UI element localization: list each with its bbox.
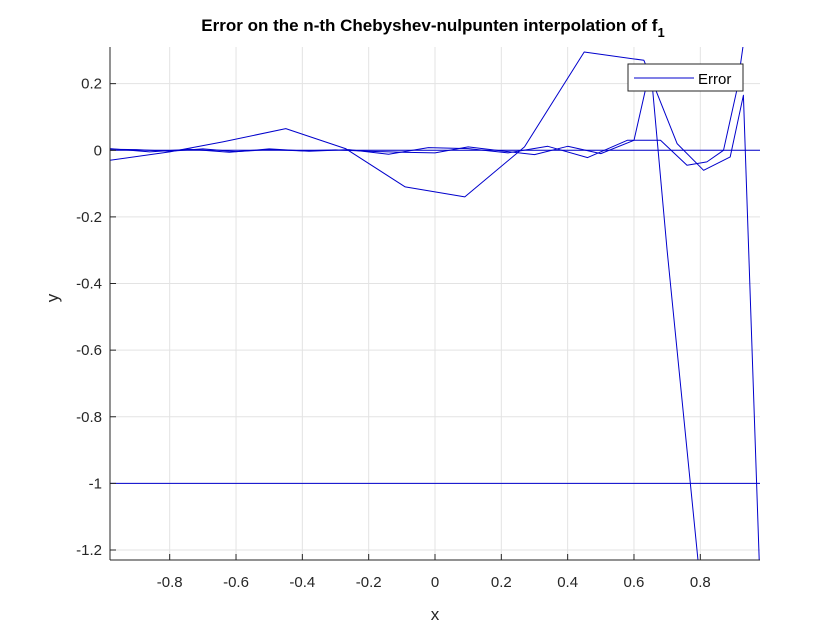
series-line-3: [110, 66, 699, 560]
x-tick-label: -0.6: [223, 574, 249, 591]
y-tick-label: -0.8: [76, 409, 102, 426]
x-tick-label: 0.8: [690, 574, 711, 591]
chart-title: Error on the n-th Chebyshev-nulpunten in…: [201, 16, 664, 40]
x-tick-label: -0.8: [157, 574, 183, 591]
x-tick-label: 0.2: [491, 574, 512, 591]
y-ticks: 0.2 0 -0.2 -0.4 -0.6 -0.8 -1 -1.2: [76, 76, 116, 559]
y-tick-label: -0.6: [76, 342, 102, 359]
series-group: [110, 47, 760, 560]
y-tick-label: -1.2: [76, 542, 102, 559]
y-tick-label: 0.2: [81, 76, 102, 93]
y-tick-label: 0: [94, 142, 102, 159]
series-line-1: [110, 51, 760, 560]
chart-title-main: Error on the n-th Chebyshev-nulpunten in…: [201, 16, 657, 35]
x-tick-label: 0.6: [624, 574, 645, 591]
x-axis-label: x: [431, 605, 440, 624]
y-tick-label: -0.2: [76, 209, 102, 226]
x-tick-label: 0: [431, 574, 439, 591]
legend: Error: [627, 63, 744, 92]
y-tick-label: -1: [89, 475, 102, 492]
y-tick-label: -0.4: [76, 276, 102, 293]
x-tick-label: -0.4: [289, 574, 315, 591]
x-tick-label: -0.2: [356, 574, 382, 591]
x-tick-label: 0.4: [557, 574, 578, 591]
x-ticks: -0.8 -0.6 -0.4 -0.2 0 0.2 0.4 0.6 0.8: [157, 554, 711, 591]
chart-title-subscript: 1: [657, 25, 664, 40]
y-axis-label: y: [43, 293, 62, 302]
legend-label-error: Error: [698, 71, 731, 88]
